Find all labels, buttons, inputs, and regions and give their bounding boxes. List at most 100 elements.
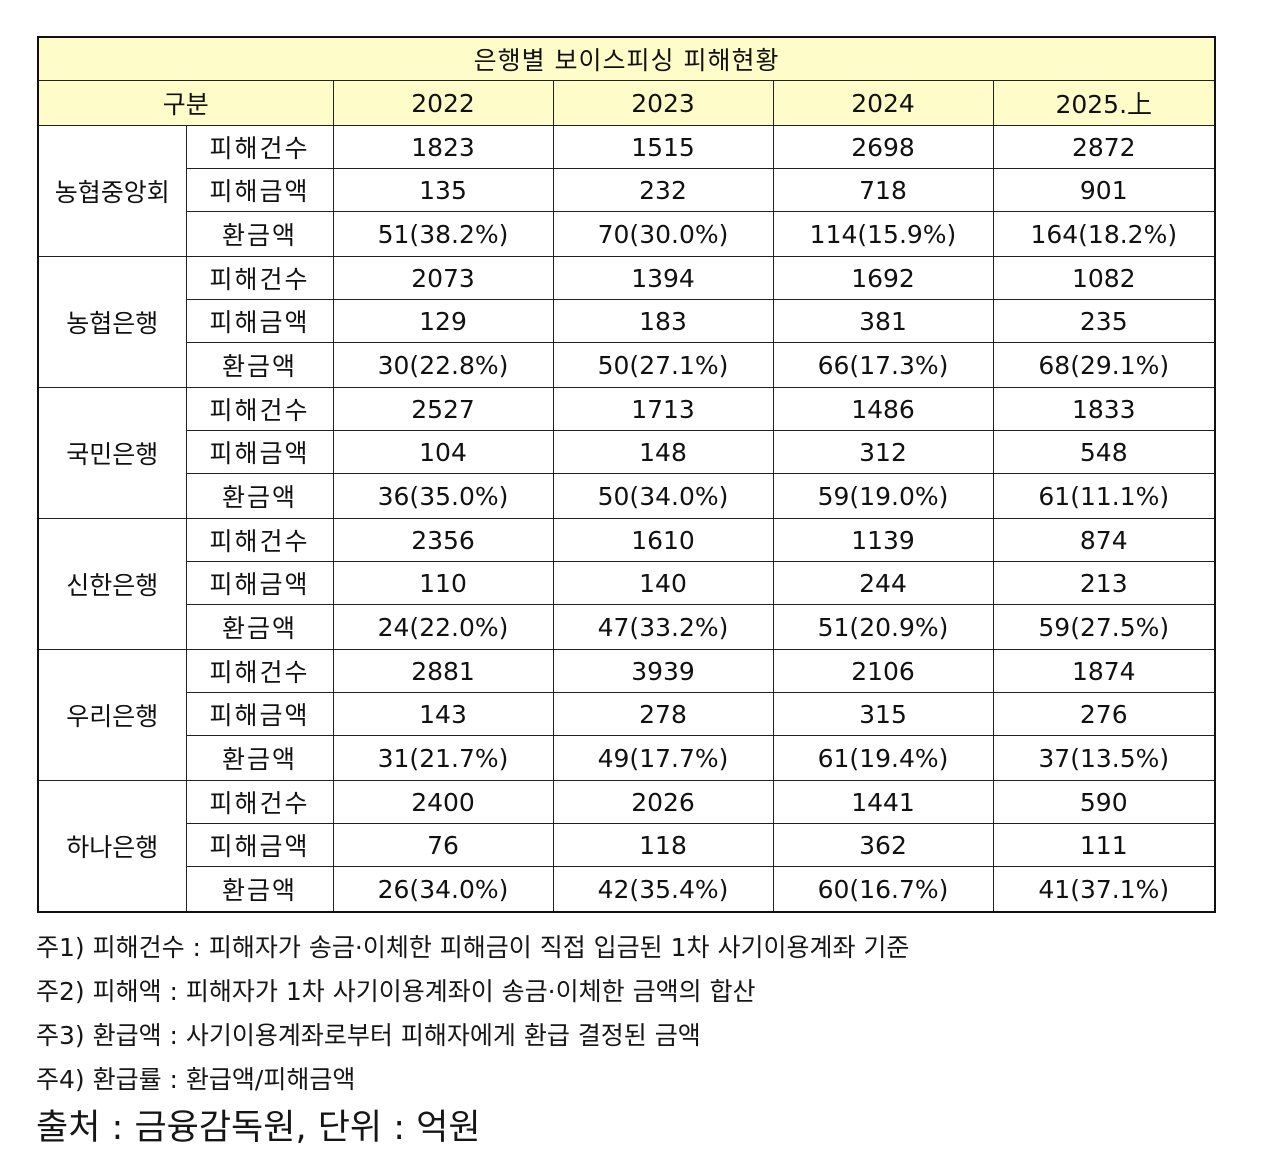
cell-value: 70(30.0%) <box>552 211 774 257</box>
metric-label: 피해건수 <box>185 649 334 693</box>
cell-value: 874 <box>992 518 1216 562</box>
cell-value: 148 <box>552 430 774 474</box>
cell-value: 1610 <box>552 518 774 562</box>
table-row: 피해금액 143 278 315 276 <box>38 692 1216 736</box>
cell-value: 362 <box>772 823 994 867</box>
cell-value: 1823 <box>332 125 554 169</box>
cell-value: 2356 <box>332 518 554 562</box>
cell-value: 1486 <box>772 387 994 431</box>
cell-value: 36(35.0%) <box>332 473 554 519</box>
cell-value: 59(19.0%) <box>772 473 994 519</box>
table-row: 국민은행 피해건수 2527 1713 1486 1833 <box>37 387 1216 519</box>
header-year-2024: 2024 <box>772 80 994 126</box>
table-row: 하나은행 피해건수 2400 2026 1441 590 <box>37 780 1216 913</box>
cell-value: 66(17.3%) <box>772 342 994 388</box>
cell-value: 164(18.2%) <box>992 211 1216 257</box>
bank-name: 신한은행 <box>37 518 187 650</box>
cell-value: 47(33.2%) <box>552 604 774 650</box>
cell-value: 590 <box>992 780 1216 824</box>
metric-label: 환금액 <box>185 211 334 257</box>
metric-label: 환금액 <box>185 866 334 913</box>
metric-label: 피해건수 <box>185 256 334 300</box>
cell-value: 1515 <box>552 125 774 169</box>
cell-value: 76 <box>332 823 554 867</box>
metric-label: 피해금액 <box>185 168 334 212</box>
metric-label: 피해금액 <box>185 561 334 605</box>
cell-value: 2106 <box>772 649 994 693</box>
cell-value: 2073 <box>332 256 554 300</box>
header-year-2025-h1: 2025.上 <box>992 80 1216 126</box>
cell-value: 901 <box>992 168 1216 212</box>
header-year-2022: 2022 <box>332 80 554 126</box>
cell-value: 1394 <box>552 256 774 300</box>
cell-value: 143 <box>332 692 554 736</box>
cell-value: 2026 <box>552 780 774 824</box>
metric-label: 환금액 <box>185 473 334 519</box>
voice-phishing-table-container: 은행별 보이스피싱 피해현황 구분 2022 2023 2024 2025.上 … <box>37 36 1217 913</box>
cell-value: 135 <box>332 168 554 212</box>
cell-value: 61(11.1%) <box>992 473 1216 519</box>
table-row: 환금액 26(34.0%) 42(35.4%) 60(16.7%) 41(37.… <box>38 866 1216 913</box>
cell-value: 276 <box>992 692 1216 736</box>
table-row: 농협은행 피해건수 2073 1394 1692 1082 <box>37 256 1216 388</box>
cell-value: 61(19.4%) <box>772 735 994 781</box>
bank-name: 국민은행 <box>37 387 187 519</box>
table-row: 우리은행 피해건수 2881 3939 2106 1874 <box>37 649 1216 781</box>
cell-value: 381 <box>772 299 994 343</box>
metric-label: 피해건수 <box>185 387 334 431</box>
metric-label: 피해건수 <box>185 125 334 169</box>
cell-value: 1139 <box>772 518 994 562</box>
table-row: 피해금액 110 140 244 213 <box>38 561 1216 605</box>
cell-value: 235 <box>992 299 1216 343</box>
cell-value: 118 <box>552 823 774 867</box>
cell-value: 213 <box>992 561 1216 605</box>
cell-value: 1692 <box>772 256 994 300</box>
cell-value: 51(20.9%) <box>772 604 994 650</box>
bank-name: 하나은행 <box>37 780 187 913</box>
table-row: 환금액 51(38.2%) 70(30.0%) 114(15.9%) 164(1… <box>38 211 1216 257</box>
bank-name: 농협은행 <box>37 256 187 388</box>
bank-name: 우리은행 <box>37 649 187 781</box>
cell-value: 31(21.7%) <box>332 735 554 781</box>
table-row: 환금액 36(35.0%) 50(34.0%) 59(19.0%) 61(11.… <box>38 473 1216 519</box>
table-row: 환금액 31(21.7%) 49(17.7%) 61(19.4%) 37(13.… <box>38 735 1216 781</box>
metric-label: 피해건수 <box>185 518 334 562</box>
bank-name: 농협중앙회 <box>37 125 187 257</box>
cell-value: 1713 <box>552 387 774 431</box>
cell-value: 3939 <box>552 649 774 693</box>
voice-phishing-damage-table: 은행별 보이스피싱 피해현황 구분 2022 2023 2024 2025.上 … <box>37 36 1217 913</box>
cell-value: 312 <box>772 430 994 474</box>
table-row: 피해금액 104 148 312 548 <box>38 430 1216 474</box>
cell-value: 111 <box>992 823 1216 867</box>
cell-value: 315 <box>772 692 994 736</box>
table-row: 피해금액 135 232 718 901 <box>38 168 1216 212</box>
cell-value: 244 <box>772 561 994 605</box>
table-row: 농협중앙회 피해건수 1823 1515 2698 2872 <box>37 125 1216 257</box>
cell-value: 2698 <box>772 125 994 169</box>
cell-value: 1874 <box>992 649 1216 693</box>
cell-value: 30(22.8%) <box>332 342 554 388</box>
cell-value: 104 <box>332 430 554 474</box>
cell-value: 60(16.7%) <box>772 866 994 913</box>
footnote-4: 주4) 환급률 : 환급액/피해금액 <box>36 1065 356 1094</box>
header-year-2023: 2023 <box>552 80 774 126</box>
source-and-unit: 출처 : 금융감독원, 단위 : 억원 <box>36 1108 481 1148</box>
cell-value: 1833 <box>992 387 1216 431</box>
cell-value: 59(27.5%) <box>992 604 1216 650</box>
table-row: 피해금액 129 183 381 235 <box>38 299 1216 343</box>
table-row: 환금액 30(22.8%) 50(27.1%) 66(17.3%) 68(29.… <box>38 342 1216 388</box>
cell-value: 37(13.5%) <box>992 735 1216 781</box>
cell-value: 2872 <box>992 125 1216 169</box>
cell-value: 1082 <box>992 256 1216 300</box>
table-row: 환금액 24(22.0%) 47(33.2%) 51(20.9%) 59(27.… <box>38 604 1216 650</box>
cell-value: 2881 <box>332 649 554 693</box>
cell-value: 41(37.1%) <box>992 866 1216 913</box>
cell-value: 114(15.9%) <box>772 211 994 257</box>
header-category: 구분 <box>37 80 334 126</box>
metric-label: 피해금액 <box>185 823 334 867</box>
cell-value: 278 <box>552 692 774 736</box>
cell-value: 51(38.2%) <box>332 211 554 257</box>
cell-value: 68(29.1%) <box>992 342 1216 388</box>
table-row: 피해금액 76 118 362 111 <box>38 823 1216 867</box>
cell-value: 2400 <box>332 780 554 824</box>
